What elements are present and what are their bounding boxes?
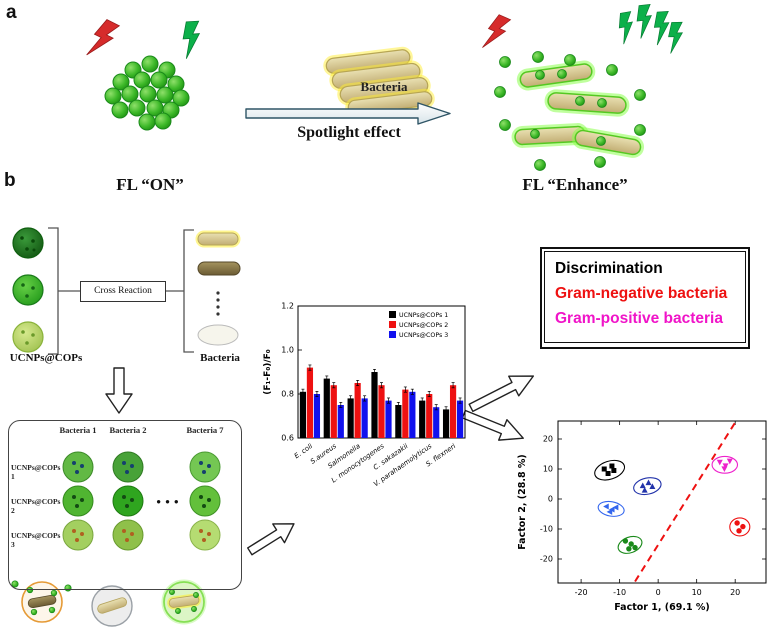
svg-text:0: 0	[656, 588, 661, 597]
svg-text:0: 0	[548, 495, 553, 504]
matrix-col-header: Bacteria 2	[109, 425, 147, 435]
svg-text:-10: -10	[613, 588, 626, 597]
matrix-ellipsis: ● ● ●	[156, 497, 180, 506]
panel-b-label: b	[4, 170, 16, 191]
fl-on-label: FL “ON”	[116, 175, 184, 194]
svg-text:-10: -10	[540, 525, 553, 534]
gram-negative-label: Gram-negative bacteria	[555, 285, 728, 302]
enhanced-bacteria-group-icon	[494, 51, 646, 171]
svg-text:Factor 2, (28.8 %): Factor 2, (28.8 %)	[517, 454, 528, 550]
discrimination-result-box: Discrimination Gram-negative bacteria Gr…	[540, 247, 750, 349]
svg-text:10: 10	[543, 465, 553, 474]
matrix-row-label: UCNPs@COPs 2	[11, 497, 61, 515]
ucnps-cops-icons	[12, 227, 44, 353]
pca-scatter-plot: -20 -10 0 10 20 -20 -10 0 10 20 Factor 1, (69.1 %)…	[517, 420, 767, 613]
discrimination-inner-frame: Discrimination Gram-negative bacteria Gr…	[544, 251, 746, 343]
matrix-col-header: Bacteria 7	[186, 425, 224, 435]
svg-text:UCNPs@COPs 3: UCNPs@COPs 3	[399, 331, 448, 339]
matrix-col-header: Bacteria 1	[59, 425, 97, 435]
svg-text:UCNPs@COPs 2: UCNPs@COPs 2	[399, 321, 448, 329]
svg-text:-20: -20	[575, 588, 588, 597]
down-arrow	[105, 367, 133, 414]
gram-positive-label: Gram-positive bacteria	[555, 310, 723, 327]
ucnps-cops-label: UCNPs@COPs	[9, 352, 83, 364]
chart-to-discrimination-arrow	[468, 375, 535, 413]
svg-text:1.2: 1.2	[281, 302, 294, 311]
discrimination-title: Discrimination	[555, 260, 663, 277]
red-lightning-icon-2	[481, 12, 512, 54]
nanoparticle-cluster-icon	[104, 55, 190, 131]
fluorescence-bar-chart: 0.60.81.01.2(F₁-F₀)/F₀E. coliS.aureusSal…	[263, 302, 466, 488]
red-lightning-icon	[86, 16, 121, 63]
svg-text:0.6: 0.6	[281, 434, 294, 443]
svg-text:20: 20	[730, 588, 740, 597]
svg-text:(F₁-F₀)/F₀: (F₁-F₀)/F₀	[263, 349, 273, 395]
svg-text:0.8: 0.8	[281, 390, 294, 399]
svg-text:1.0: 1.0	[281, 346, 294, 355]
green-lightning-burst-icon	[613, 2, 688, 54]
svg-text:-20: -20	[540, 555, 553, 564]
svg-text:UCNPs@COPs 1: UCNPs@COPs 1	[399, 311, 448, 319]
bacteria-label-b: Bacteria	[200, 352, 240, 364]
matrix-row-label: UCNPs@COPs 1	[11, 463, 61, 481]
bacteria-label-a: Bacteria	[360, 79, 408, 94]
matrix-to-chart-arrow	[247, 523, 295, 556]
svg-text:10: 10	[692, 588, 702, 597]
fl-enhance-label: FL “Enhance”	[522, 175, 628, 194]
spotlight-arrow	[245, 102, 451, 125]
svg-text:20: 20	[543, 435, 553, 444]
svg-text:Factor 1, (69.1 %): Factor 1, (69.1 %)	[614, 602, 710, 613]
cross-reaction-box: Cross Reaction	[80, 281, 166, 302]
green-lightning-icon	[178, 18, 207, 60]
matrix-row-label: UCNPs@COPs 3	[11, 531, 61, 549]
spotlight-effect-label: Spotlight effect	[297, 124, 401, 141]
panel-a-label: a	[6, 2, 17, 23]
bacteria-panel-icons	[195, 230, 241, 346]
